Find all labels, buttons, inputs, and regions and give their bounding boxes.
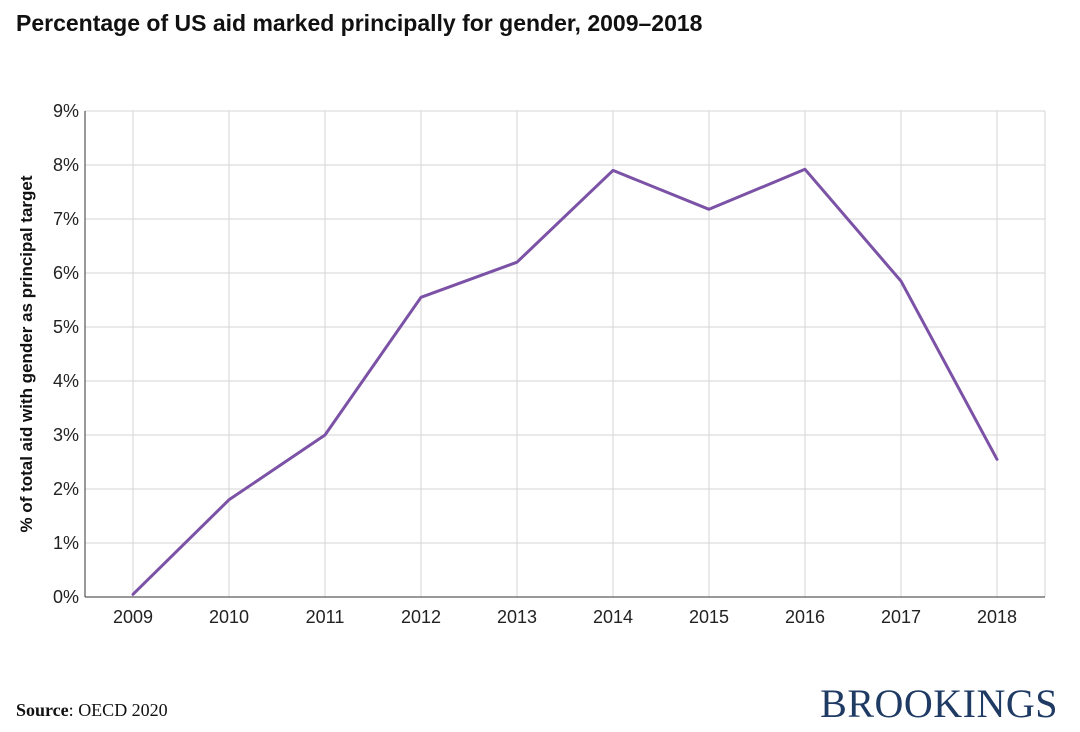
x-tick-label: 2016	[785, 607, 825, 627]
x-tick-label: 2012	[401, 607, 441, 627]
y-tick-label: 6%	[53, 263, 79, 283]
y-tick-label: 4%	[53, 371, 79, 391]
x-tick-labels: 2009 2010 2011 2012 2013 2014 2015 2016 2017 2018	[113, 607, 1017, 627]
source-note: Source: OECD 2020	[16, 700, 168, 721]
y-tick-label: 2%	[53, 479, 79, 499]
gridlines	[85, 110, 1046, 597]
x-tick-label: 2010	[209, 607, 249, 627]
source-separator: :	[68, 700, 79, 720]
x-tick-label: 2013	[497, 607, 537, 627]
y-tick-label: 9%	[53, 101, 79, 121]
source-text: OECD 2020	[78, 700, 168, 720]
series-line	[131, 167, 999, 596]
y-tick-label: 8%	[53, 155, 79, 175]
y-tick-label: 5%	[53, 317, 79, 337]
x-tick-label: 2018	[977, 607, 1017, 627]
x-tick-label: 2011	[306, 607, 345, 627]
series	[131, 167, 999, 596]
y-tick-label: 1%	[53, 533, 79, 553]
y-tick-label: 0%	[53, 587, 79, 607]
x-tick-label: 2017	[881, 607, 921, 627]
y-axis-label: % of total aid with gender as principal …	[17, 175, 36, 532]
chart-title: Percentage of US aid marked principally …	[16, 10, 703, 36]
x-tick-label: 2014	[593, 607, 633, 627]
x-tick-label: 2015	[689, 607, 729, 627]
y-tick-label: 3%	[53, 425, 79, 445]
axes	[84, 111, 1045, 598]
y-tick-labels: 0% 1% 2% 3% 4% 5% 6% 7% 8% 9%	[53, 101, 79, 607]
y-tick-label: 7%	[53, 209, 79, 229]
x-tick-label: 2009	[113, 607, 153, 627]
source-label: Source	[16, 700, 69, 720]
brookings-logo: BROOKINGS	[820, 681, 1058, 726]
